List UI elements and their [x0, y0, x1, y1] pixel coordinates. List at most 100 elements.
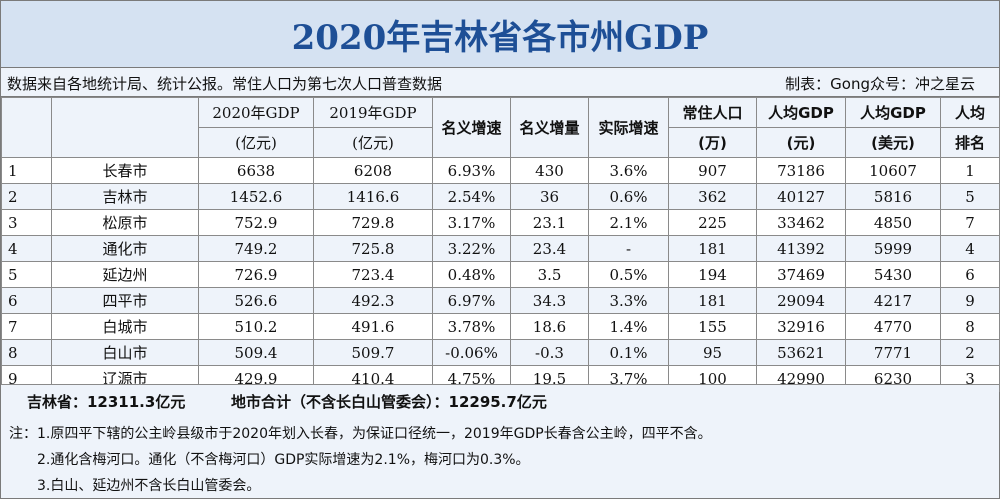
nominal-growth: 3.22%	[432, 235, 511, 262]
note-line-3: 3.白山、延边州不含长白山管委会。	[37, 478, 261, 494]
gdp-2020: 749.2	[198, 235, 314, 262]
header-per-capita-cny-unit: (元)	[756, 127, 846, 158]
header-per-capita-usd: 人均GDP	[845, 97, 941, 128]
real-growth: 3.3%	[588, 287, 669, 314]
gdp-2020: 1452.6	[198, 183, 314, 210]
header-gdp2019: 2019年GDP	[313, 97, 433, 128]
real-growth: 1.4%	[588, 313, 669, 340]
city-name: 松原市	[51, 209, 199, 236]
gdp-2019: 6208	[313, 157, 433, 184]
nominal-increase: 36	[510, 183, 589, 210]
gdp-2019: 729.8	[313, 209, 433, 236]
per-capita-rank: 1	[940, 157, 1000, 184]
subtitle-bar: 数据来自各地统计局、统计公报。常住人口为第七次人口普查数据 制表：Gong众号：…	[1, 68, 999, 97]
header-gdp2020-unit: (亿元)	[198, 127, 314, 158]
table-row: 5 延边州 726.9 723.4 0.48% 3.5 0.5% 194 374…	[1, 261, 1000, 288]
per-capita-rank: 4	[940, 235, 1000, 262]
city-name: 白城市	[51, 313, 199, 340]
table-row: 2 吉林市 1452.6 1416.6 2.54% 36 0.6% 362 40…	[1, 183, 1000, 210]
table-row: 6 四平市 526.6 492.3 6.97% 34.3 3.3% 181 29…	[1, 287, 1000, 314]
per-capita-cny: 73186	[756, 157, 846, 184]
real-growth: -	[588, 235, 669, 262]
row-index: 3	[1, 209, 52, 236]
header-gdp2020: 2020年GDP	[198, 97, 314, 128]
real-growth: 0.1%	[588, 339, 669, 366]
real-growth: 2.1%	[588, 209, 669, 236]
nominal-growth: 3.78%	[432, 313, 511, 340]
per-capita-usd: 10607	[845, 157, 941, 184]
city-name: 延边州	[51, 261, 199, 288]
population: 155	[668, 313, 757, 340]
page-title: 2020年吉林省各市州GDP	[1, 1, 999, 68]
gdp-2019: 725.8	[313, 235, 433, 262]
population: 194	[668, 261, 757, 288]
city-name: 四平市	[51, 287, 199, 314]
per-capita-usd: 7771	[845, 339, 941, 366]
real-growth: 0.5%	[588, 261, 669, 288]
nominal-growth: 3.17%	[432, 209, 511, 236]
header-rank: 人均	[940, 97, 1000, 128]
gdp-2019: 491.6	[313, 313, 433, 340]
gdp-2019: 1416.6	[313, 183, 433, 210]
row-index: 1	[1, 157, 52, 184]
city-name: 通化市	[51, 235, 199, 262]
row-index: 6	[1, 287, 52, 314]
nominal-increase: 18.6	[510, 313, 589, 340]
per-capita-cny: 29094	[756, 287, 846, 314]
table-row: 7 白城市 510.2 491.6 3.78% 18.6 1.4% 155 32…	[1, 313, 1000, 340]
row-index: 7	[1, 313, 52, 340]
nominal-increase: 3.5	[510, 261, 589, 288]
gdp-2020: 726.9	[198, 261, 314, 288]
city-sum-total: 地市合计（不含长白山管委会）：12295.7亿元	[231, 393, 547, 411]
per-capita-cny: 40127	[756, 183, 846, 210]
row-index: 5	[1, 261, 52, 288]
header-row-1: 2020年GDP 2019年GDP 名义增速 名义增量 实际增速 常住人口 人均…	[1, 97, 1000, 158]
header-nominal-increase: 名义增量	[510, 97, 589, 158]
nominal-increase: 23.1	[510, 209, 589, 236]
real-growth: 0.6%	[588, 183, 669, 210]
note-line-2: 2.通化含梅河口。通化（不含梅河口）GDP实际增速为2.1%，梅河口为0.3%。	[37, 452, 530, 468]
population: 181	[668, 287, 757, 314]
per-capita-rank: 2	[940, 339, 1000, 366]
per-capita-usd: 5430	[845, 261, 941, 288]
city-name: 长春市	[51, 157, 199, 184]
gdp-2020: 526.6	[198, 287, 314, 314]
per-capita-rank: 9	[940, 287, 1000, 314]
row-index: 8	[1, 339, 52, 366]
per-capita-usd: 5999	[845, 235, 941, 262]
per-capita-usd: 4217	[845, 287, 941, 314]
per-capita-rank: 6	[940, 261, 1000, 288]
source-note: 数据来自各地统计局、统计公报。常住人口为第七次人口普查数据	[7, 75, 443, 93]
row-index: 2	[1, 183, 52, 210]
notes-section: 注：1.原四平下辖的公主岭县级市于2020年划入长春，为保证口径统一，2019年…	[1, 415, 999, 498]
table-row: 8 白山市 509.4 509.7 -0.06% -0.3 0.1% 95 53…	[1, 339, 1000, 366]
per-capita-cny: 53621	[756, 339, 846, 366]
header-per-capita-cny: 人均GDP	[756, 97, 846, 128]
header-population-unit: (万)	[668, 127, 757, 158]
header-per-capita-usd-unit: (美元)	[845, 127, 941, 158]
city-name: 白山市	[51, 339, 199, 366]
table-row: 1 长春市 6638 6208 6.93% 430 3.6% 907 73186…	[1, 157, 1000, 184]
nominal-growth: -0.06%	[432, 339, 511, 366]
table-row: 3 松原市 752.9 729.8 3.17% 23.1 2.1% 225 33…	[1, 209, 1000, 236]
population: 225	[668, 209, 757, 236]
per-capita-rank: 7	[940, 209, 1000, 236]
city-name: 吉林市	[51, 183, 199, 210]
header-nominal-growth: 名义增速	[432, 97, 511, 158]
per-capita-usd: 4770	[845, 313, 941, 340]
per-capita-cny: 41392	[756, 235, 846, 262]
totals-bar: 吉林省：12311.3亿元 地市合计（不含长白山管委会）：12295.7亿元	[1, 384, 999, 416]
header-row-2: (亿元) (亿元) (万) (元) (美元) 排名	[2, 127, 1000, 158]
nominal-growth: 6.93%	[432, 157, 511, 184]
header-city	[51, 97, 199, 158]
gdp-2020: 509.4	[198, 339, 314, 366]
nominal-growth: 6.97%	[432, 287, 511, 314]
note-line-1: 注：1.原四平下辖的公主岭县级市于2020年划入长春，为保证口径统一，2019年…	[9, 426, 712, 442]
nominal-increase: -0.3	[510, 339, 589, 366]
population: 95	[668, 339, 757, 366]
per-capita-usd: 5816	[845, 183, 941, 210]
population: 181	[668, 235, 757, 262]
credit-note: 制表：Gong众号：冲之星云	[785, 75, 975, 93]
gdp-2019: 723.4	[313, 261, 433, 288]
